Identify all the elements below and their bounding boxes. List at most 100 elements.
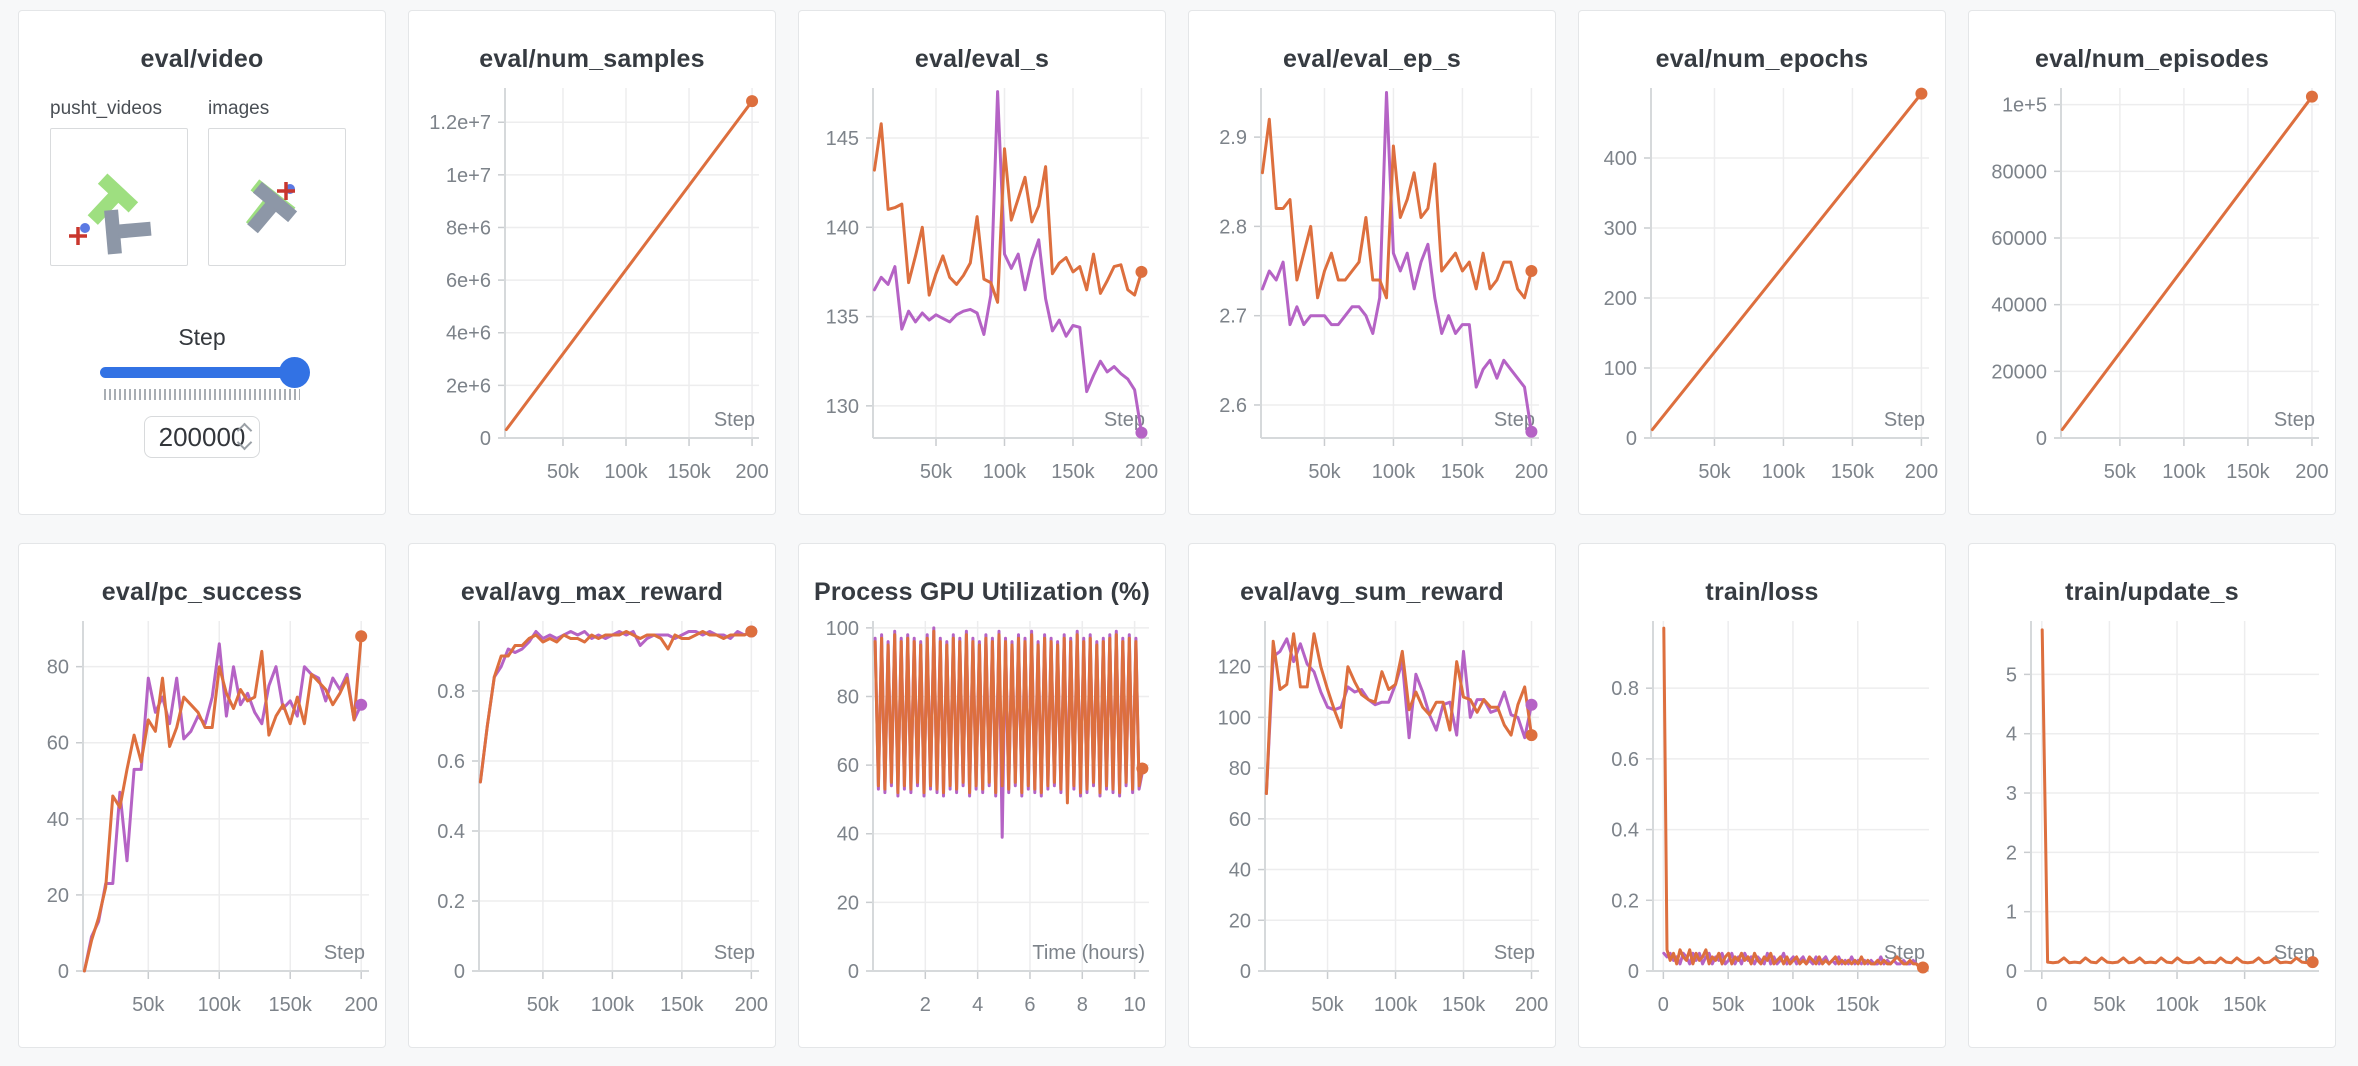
chart-canvas[interactable]: 0 0.2 0.4 0.6 0.8 50k 100k 150k 200 Step <box>409 613 775 1035</box>
svg-text:100k: 100k <box>1374 994 1418 1016</box>
svg-text:50k: 50k <box>1698 461 1731 483</box>
media-label: pusht_videos <box>50 98 162 119</box>
svg-text:0.6: 0.6 <box>1611 749 1639 771</box>
step-value-input[interactable]: 200000 <box>144 416 260 458</box>
svg-text:20: 20 <box>1229 910 1251 932</box>
svg-text:0.2: 0.2 <box>437 891 465 913</box>
image-thumbnail[interactable] <box>208 128 346 266</box>
svg-text:80000: 80000 <box>1991 161 2047 183</box>
svg-text:Step: Step <box>2274 409 2315 431</box>
svg-text:0: 0 <box>848 961 859 983</box>
svg-text:Step: Step <box>714 409 755 431</box>
step-slider-handle[interactable] <box>279 357 310 388</box>
svg-text:100k: 100k <box>604 461 648 483</box>
svg-text:100k: 100k <box>198 994 242 1016</box>
svg-text:150k: 150k <box>1051 461 1095 483</box>
svg-text:0.8: 0.8 <box>1611 678 1639 700</box>
svg-text:50k: 50k <box>1311 994 1344 1016</box>
svg-text:0: 0 <box>480 428 491 450</box>
svg-text:150k: 150k <box>1442 994 1486 1016</box>
svg-text:3: 3 <box>2006 783 2017 805</box>
chart-canvas[interactable]: 130 135 140 145 50k 100k 150k 200 Step <box>799 80 1165 502</box>
svg-text:100: 100 <box>1604 358 1637 380</box>
svg-text:40: 40 <box>837 824 859 846</box>
chart-canvas[interactable]: 0 100 200 300 400 50k 100k 150k 200 Step <box>1579 80 1945 502</box>
svg-text:40000: 40000 <box>1991 295 2047 317</box>
svg-text:Step: Step <box>2274 942 2315 964</box>
svg-text:100k: 100k <box>1372 461 1416 483</box>
svg-text:200: 200 <box>1515 461 1548 483</box>
svg-text:50k: 50k <box>920 461 953 483</box>
svg-text:100k: 100k <box>1762 461 1806 483</box>
svg-text:Step: Step <box>1494 409 1535 431</box>
stepper-down-icon[interactable] <box>236 434 253 451</box>
svg-text:50k: 50k <box>2093 994 2126 1016</box>
svg-text:400: 400 <box>1604 148 1637 170</box>
svg-text:150k: 150k <box>1441 461 1485 483</box>
svg-text:0: 0 <box>1240 961 1251 983</box>
svg-text:200: 200 <box>2295 461 2328 483</box>
svg-text:0.6: 0.6 <box>437 751 465 773</box>
svg-text:Step: Step <box>1104 409 1145 431</box>
agent-dot <box>80 223 90 233</box>
chart-canvas[interactable]: 0 20 40 60 80 100 120 50k 100k 150k 200 Step <box>1189 613 1555 1035</box>
stepper-buttons[interactable] <box>236 422 253 451</box>
svg-text:80: 80 <box>47 657 69 679</box>
svg-text:1.2e+7: 1.2e+7 <box>429 112 491 134</box>
svg-text:4e+6: 4e+6 <box>446 323 491 345</box>
svg-text:0: 0 <box>58 961 69 983</box>
svg-text:145: 145 <box>826 128 859 150</box>
chart-panel-eval-avg-sum-reward: eval/avg_sum_reward 0 20 40 60 80 100 120 50k 10… <box>1188 543 1556 1048</box>
svg-text:130: 130 <box>826 396 859 418</box>
svg-text:6e+6: 6e+6 <box>446 270 491 292</box>
video-thumbnail-pusht[interactable] <box>50 128 188 266</box>
svg-text:2: 2 <box>2006 842 2017 864</box>
svg-text:60000: 60000 <box>1991 228 2047 250</box>
chart-panel-train-loss: train/loss 0 0.2 0.4 0.6 0.8 0 50k 100k 150k Step <box>1578 543 1946 1048</box>
svg-text:1e+7: 1e+7 <box>446 165 491 187</box>
chart-title: eval/eval_ep_s <box>1283 45 1461 73</box>
chart-title: eval/avg_sum_reward <box>1240 578 1504 606</box>
media-block-pusht-videos: pusht_videos <box>50 98 188 266</box>
svg-text:8: 8 <box>1077 994 1088 1016</box>
svg-text:10: 10 <box>1123 994 1145 1016</box>
svg-text:200: 200 <box>735 994 768 1016</box>
svg-text:100k: 100k <box>983 461 1027 483</box>
svg-text:50k: 50k <box>1712 994 1745 1016</box>
step-slider-label: Step <box>178 324 226 350</box>
svg-text:150k: 150k <box>1831 461 1875 483</box>
chart-panel-eval-eval-ep-s: eval/eval_ep_s 2.6 2.7 2.8 2.9 50k 100k 150k 20… <box>1188 10 1556 515</box>
svg-text:20: 20 <box>47 885 69 907</box>
media-block-images: images <box>208 98 346 266</box>
chart-canvas[interactable]: 0 1 2 3 4 5 0 50k 100k 150k Step <box>1969 613 2335 1035</box>
panel-eval-video: eval/video pusht_videos <box>18 10 386 515</box>
svg-text:150k: 150k <box>2223 994 2267 1016</box>
svg-text:150k: 150k <box>667 461 711 483</box>
block-t-shape <box>247 181 298 234</box>
svg-text:150k: 150k <box>2226 461 2270 483</box>
step-value: 200000 <box>158 421 246 452</box>
svg-text:40: 40 <box>47 809 69 831</box>
svg-text:200: 200 <box>735 461 768 483</box>
chart-panel-process-gpu-utilization: Process GPU Utilization (%) 0 20 40 60 80 100… <box>798 543 1166 1048</box>
svg-text:200: 200 <box>1125 461 1158 483</box>
svg-text:140: 140 <box>826 217 859 239</box>
chart-canvas[interactable]: 0 20000 40000 60000 80000 1e+5 50k 100k 150k 200 S… <box>1969 80 2335 502</box>
step-slider[interactable] <box>100 357 310 388</box>
chart-canvas[interactable]: 0 20 40 60 80 50k 100k 150k 200 Step <box>19 613 385 1035</box>
svg-text:100k: 100k <box>591 994 635 1016</box>
step-slider-track[interactable] <box>100 367 304 378</box>
chart-canvas[interactable]: 2.6 2.7 2.8 2.9 50k 100k 150k 200 Step <box>1189 80 1555 502</box>
chart-title: eval/num_epochs <box>1655 45 1869 73</box>
pusht-block-t-shape <box>104 209 152 255</box>
svg-text:150k: 150k <box>1836 994 1880 1016</box>
chart-canvas[interactable]: 0 20 40 60 80 100 2 4 6 8 10 Time (hours) <box>799 613 1165 1035</box>
chart-title: eval/num_episodes <box>2034 45 2270 73</box>
svg-text:120: 120 <box>1218 657 1251 679</box>
step-slider-ticks <box>104 389 300 400</box>
svg-text:0.8: 0.8 <box>437 681 465 703</box>
chart-canvas[interactable]: 0 2e+6 4e+6 6e+6 8e+6 1e+7 1.2e+7 50k 100k 150k 20… <box>409 80 775 502</box>
pusht-video-frame <box>69 173 152 255</box>
svg-text:6: 6 <box>1024 994 1035 1016</box>
